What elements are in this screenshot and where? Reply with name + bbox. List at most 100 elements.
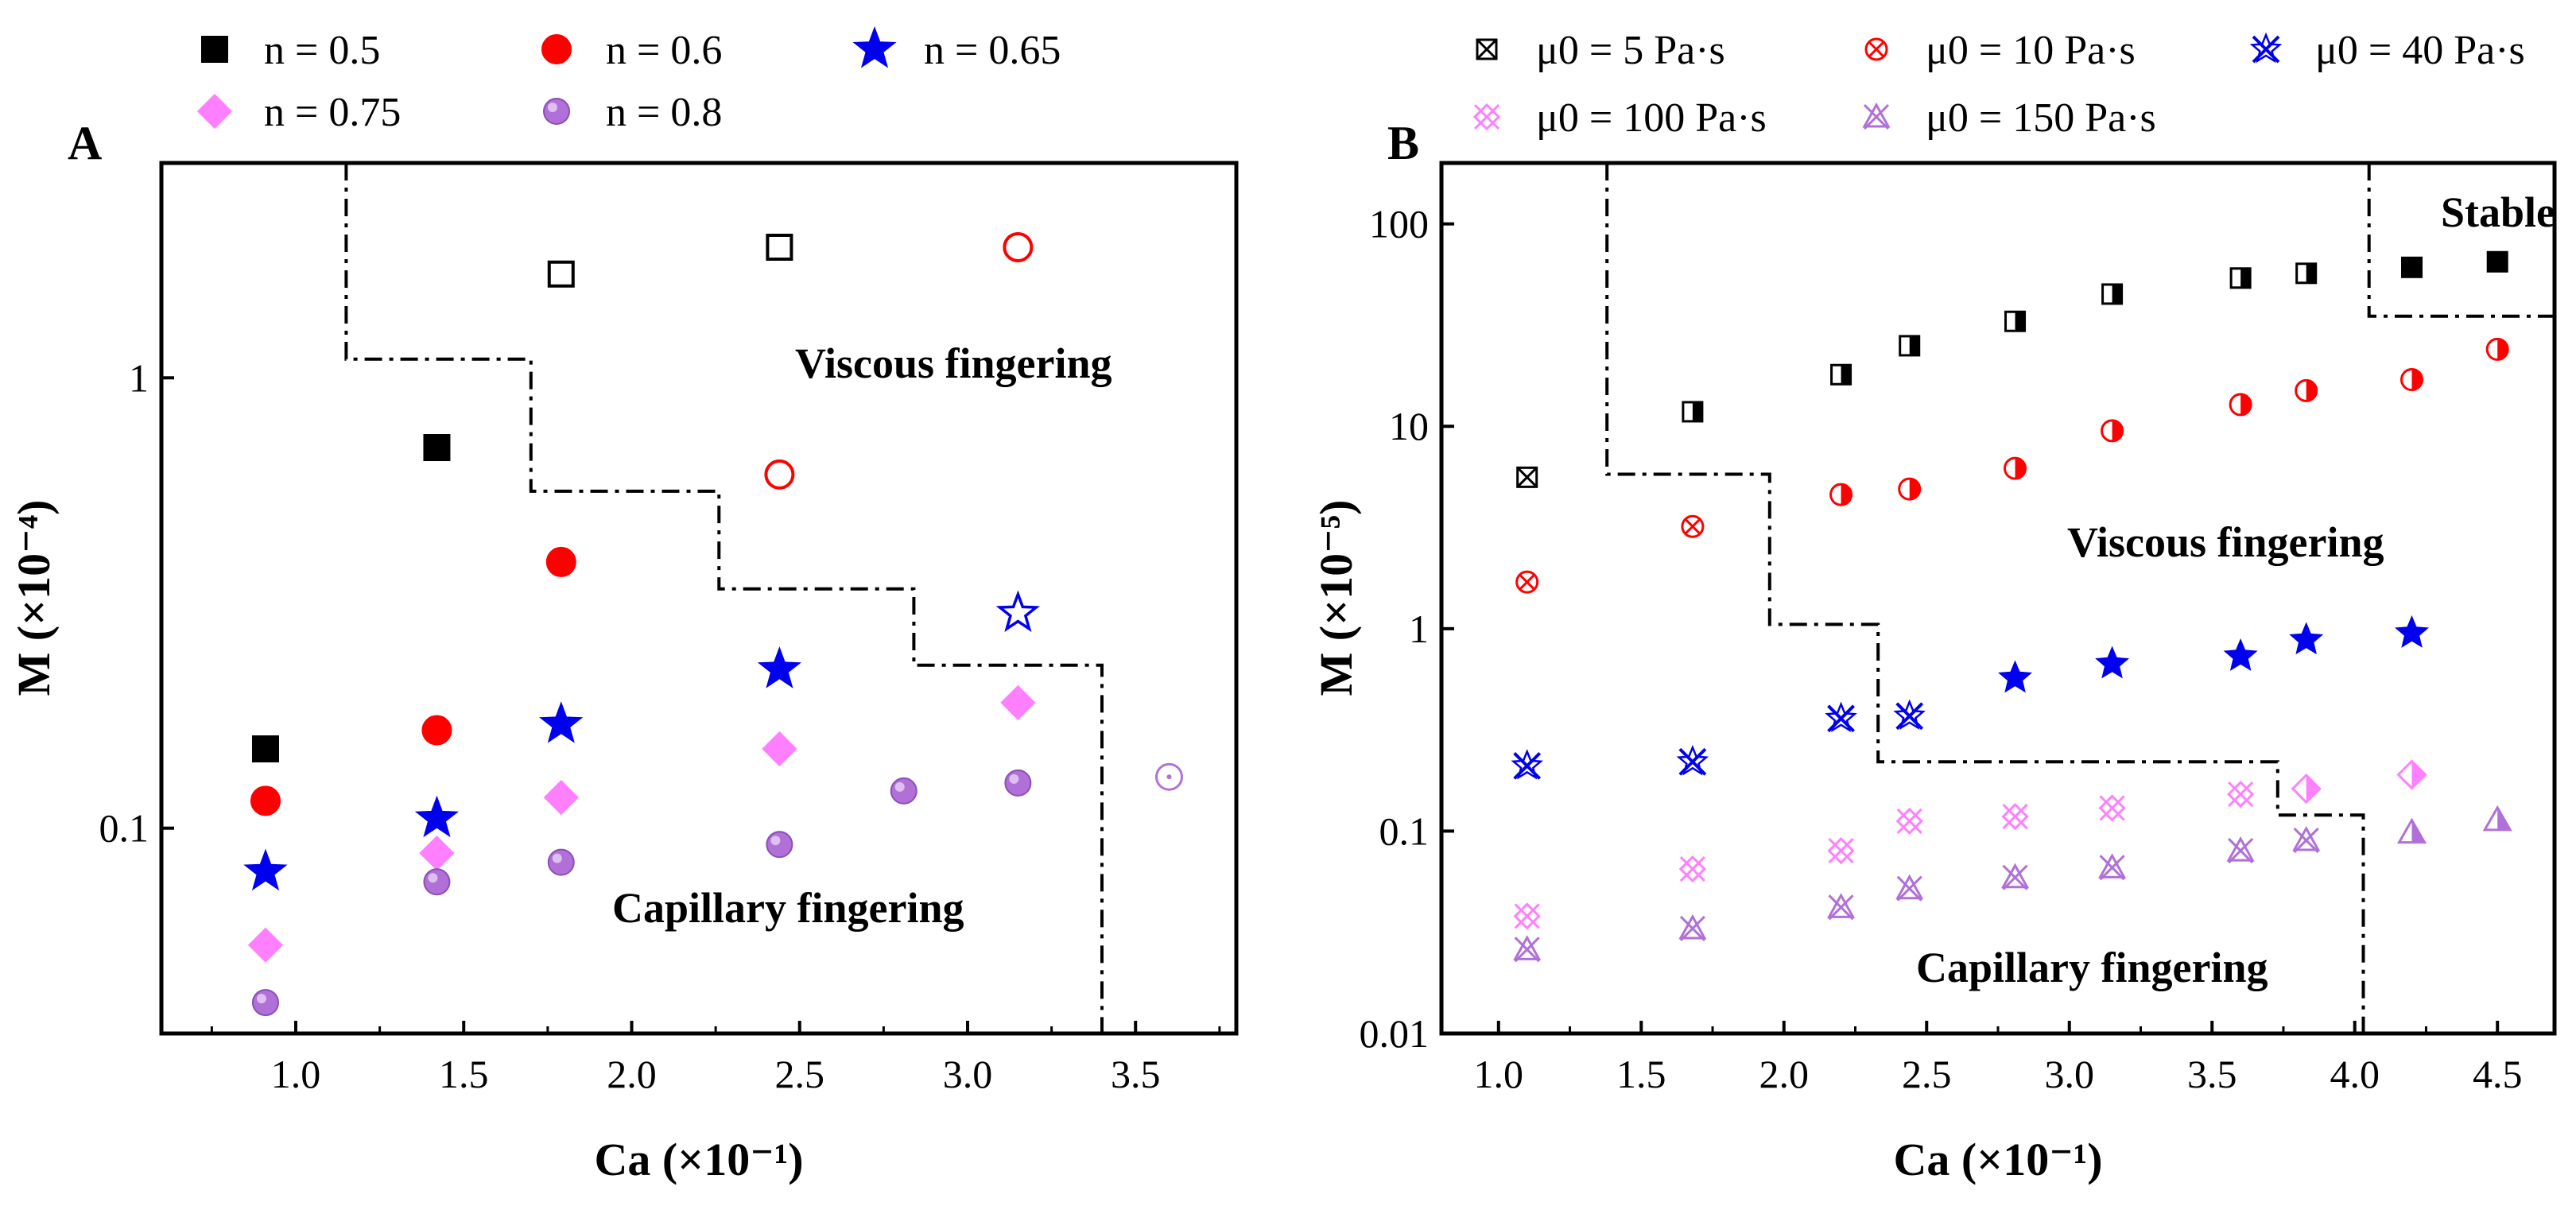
y-tick-label: 10 <box>1389 404 1429 448</box>
data-point <box>1827 836 1855 865</box>
regime-boundary-line <box>1605 163 2365 1033</box>
x-tick-label: 2.5 <box>1902 1052 1952 1096</box>
data-point <box>243 848 288 891</box>
panel-a: A Viscous fingering Capillary fingering … <box>8 25 1239 1185</box>
panel-b-letter: B <box>1387 117 1419 169</box>
data-point <box>2227 780 2255 809</box>
data-point <box>1676 744 1709 776</box>
x-tick-label: 3.0 <box>2044 1052 2094 1096</box>
x-tick-label: 1.5 <box>1616 1052 1666 1096</box>
data-point <box>251 735 279 762</box>
legend-marker <box>201 36 228 63</box>
panel-b-boundary <box>1605 163 2555 1033</box>
data-point <box>251 989 279 1017</box>
data-point <box>1893 699 1926 731</box>
data-point <box>250 785 281 816</box>
data-point <box>1516 466 1538 488</box>
legend-label: μ0 = 150 Pa·s <box>1926 95 2156 141</box>
data-point <box>1511 749 1543 780</box>
x-tick-label: 3.0 <box>943 1052 993 1096</box>
legend-label: μ0 = 40 Pa·s <box>2315 28 2525 73</box>
data-point <box>1004 769 1032 797</box>
data-point <box>1155 762 1183 791</box>
legend-label: n = 0.65 <box>924 28 1061 73</box>
data-point <box>2098 794 2126 822</box>
data-point <box>2004 456 2027 480</box>
panel-b-x-axis-title: Ca (×10⁻¹) <box>1893 1134 2102 1185</box>
data-point <box>2289 622 2324 655</box>
data-point <box>890 777 918 805</box>
data-point <box>2486 250 2508 273</box>
data-point <box>414 795 460 838</box>
data-point <box>766 831 793 859</box>
data-point <box>2396 817 2427 844</box>
x-tick-label: 2.0 <box>607 1052 657 1096</box>
data-point <box>2098 853 2127 881</box>
data-point <box>1513 935 1542 963</box>
y-tick-label: 1 <box>1409 607 1429 651</box>
legend-marker <box>1472 103 1501 131</box>
data-point <box>2004 310 2027 332</box>
panel-a-letter: A <box>68 117 102 169</box>
panel-b: B Stable Viscous fingering Capillary fin… <box>1310 28 2557 1185</box>
panel-a-boundary <box>344 163 1104 1033</box>
legend-label: n = 0.75 <box>264 90 401 135</box>
data-point <box>2229 393 2252 417</box>
data-point <box>2395 615 2429 648</box>
panel-b-viscous-label: Viscous fingering <box>2067 518 2384 566</box>
data-point <box>764 459 795 490</box>
data-point <box>1678 913 1707 942</box>
legend-marker <box>1862 102 1891 130</box>
legend-marker <box>1476 38 1498 60</box>
data-point <box>2295 378 2318 402</box>
data-point <box>2223 638 2258 671</box>
data-point <box>2292 825 2321 854</box>
panel-a-x-axis-title: Ca (×10⁻¹) <box>594 1134 803 1185</box>
legend-marker <box>541 34 572 64</box>
data-point <box>2226 836 2255 864</box>
data-point <box>1830 363 1852 386</box>
data-point <box>1000 684 1036 720</box>
data-point <box>247 927 284 963</box>
panel-a-ticks: 1.0 1.5 2.0 2.5 3.0 3.5 0.1 1 <box>99 355 1221 1096</box>
data-point <box>1515 570 1539 594</box>
x-tick-label: 2.0 <box>1759 1052 1810 1096</box>
x-tick-label: 3.5 <box>1111 1052 1161 1096</box>
data-point <box>2401 256 2423 278</box>
data-point <box>2291 773 2322 805</box>
panel-b-legend: μ0 = 5 Pa·s μ0 = 10 Pa·s μ0 = 40 Pa·s μ0 = … <box>1472 28 2525 141</box>
data-point <box>2001 802 2029 831</box>
legend-marker <box>196 93 233 130</box>
legend-label: n = 0.6 <box>606 28 722 73</box>
panel-b-y-axis-title: M (×10⁻⁵) <box>1310 500 1362 696</box>
data-point <box>766 233 793 261</box>
panel-b-marks <box>1511 250 2512 963</box>
panel-a-legend: n = 0.5 n = 0.6 n = 0.65 n = 0.75 n = 0.8 <box>196 25 1061 135</box>
data-point <box>423 434 451 462</box>
y-tick-label: 0.1 <box>99 806 149 851</box>
legend-label: μ0 = 10 Pa·s <box>1926 28 2136 73</box>
data-point <box>2101 419 2124 443</box>
data-point <box>1681 514 1705 538</box>
data-point <box>539 701 584 743</box>
data-point <box>1513 902 1541 930</box>
legend-label: n = 0.5 <box>264 28 380 73</box>
panel-b-plot-frame <box>1439 161 2557 1036</box>
legend-label: μ0 = 5 Pa·s <box>1536 28 1725 73</box>
data-point <box>2229 267 2252 289</box>
legend-marker <box>1864 37 1888 61</box>
legend-marker <box>852 25 897 68</box>
data-point <box>1899 335 1921 357</box>
data-point <box>1678 855 1707 883</box>
data-point <box>1829 483 1853 506</box>
panel-a-viscous-label: Viscous fingering <box>795 339 1112 387</box>
x-tick-label: 1.0 <box>1474 1052 1524 1096</box>
data-point <box>2400 368 2424 392</box>
data-point <box>1003 231 1034 262</box>
panel-b-stable-label: Stable <box>2441 188 2555 236</box>
x-tick-label: 2.5 <box>775 1052 825 1096</box>
y-tick-label: 0.01 <box>1360 1011 1430 1056</box>
regime-boundary-line <box>344 163 1104 1033</box>
panel-a-capillary-label: Capillary fingering <box>612 884 964 932</box>
